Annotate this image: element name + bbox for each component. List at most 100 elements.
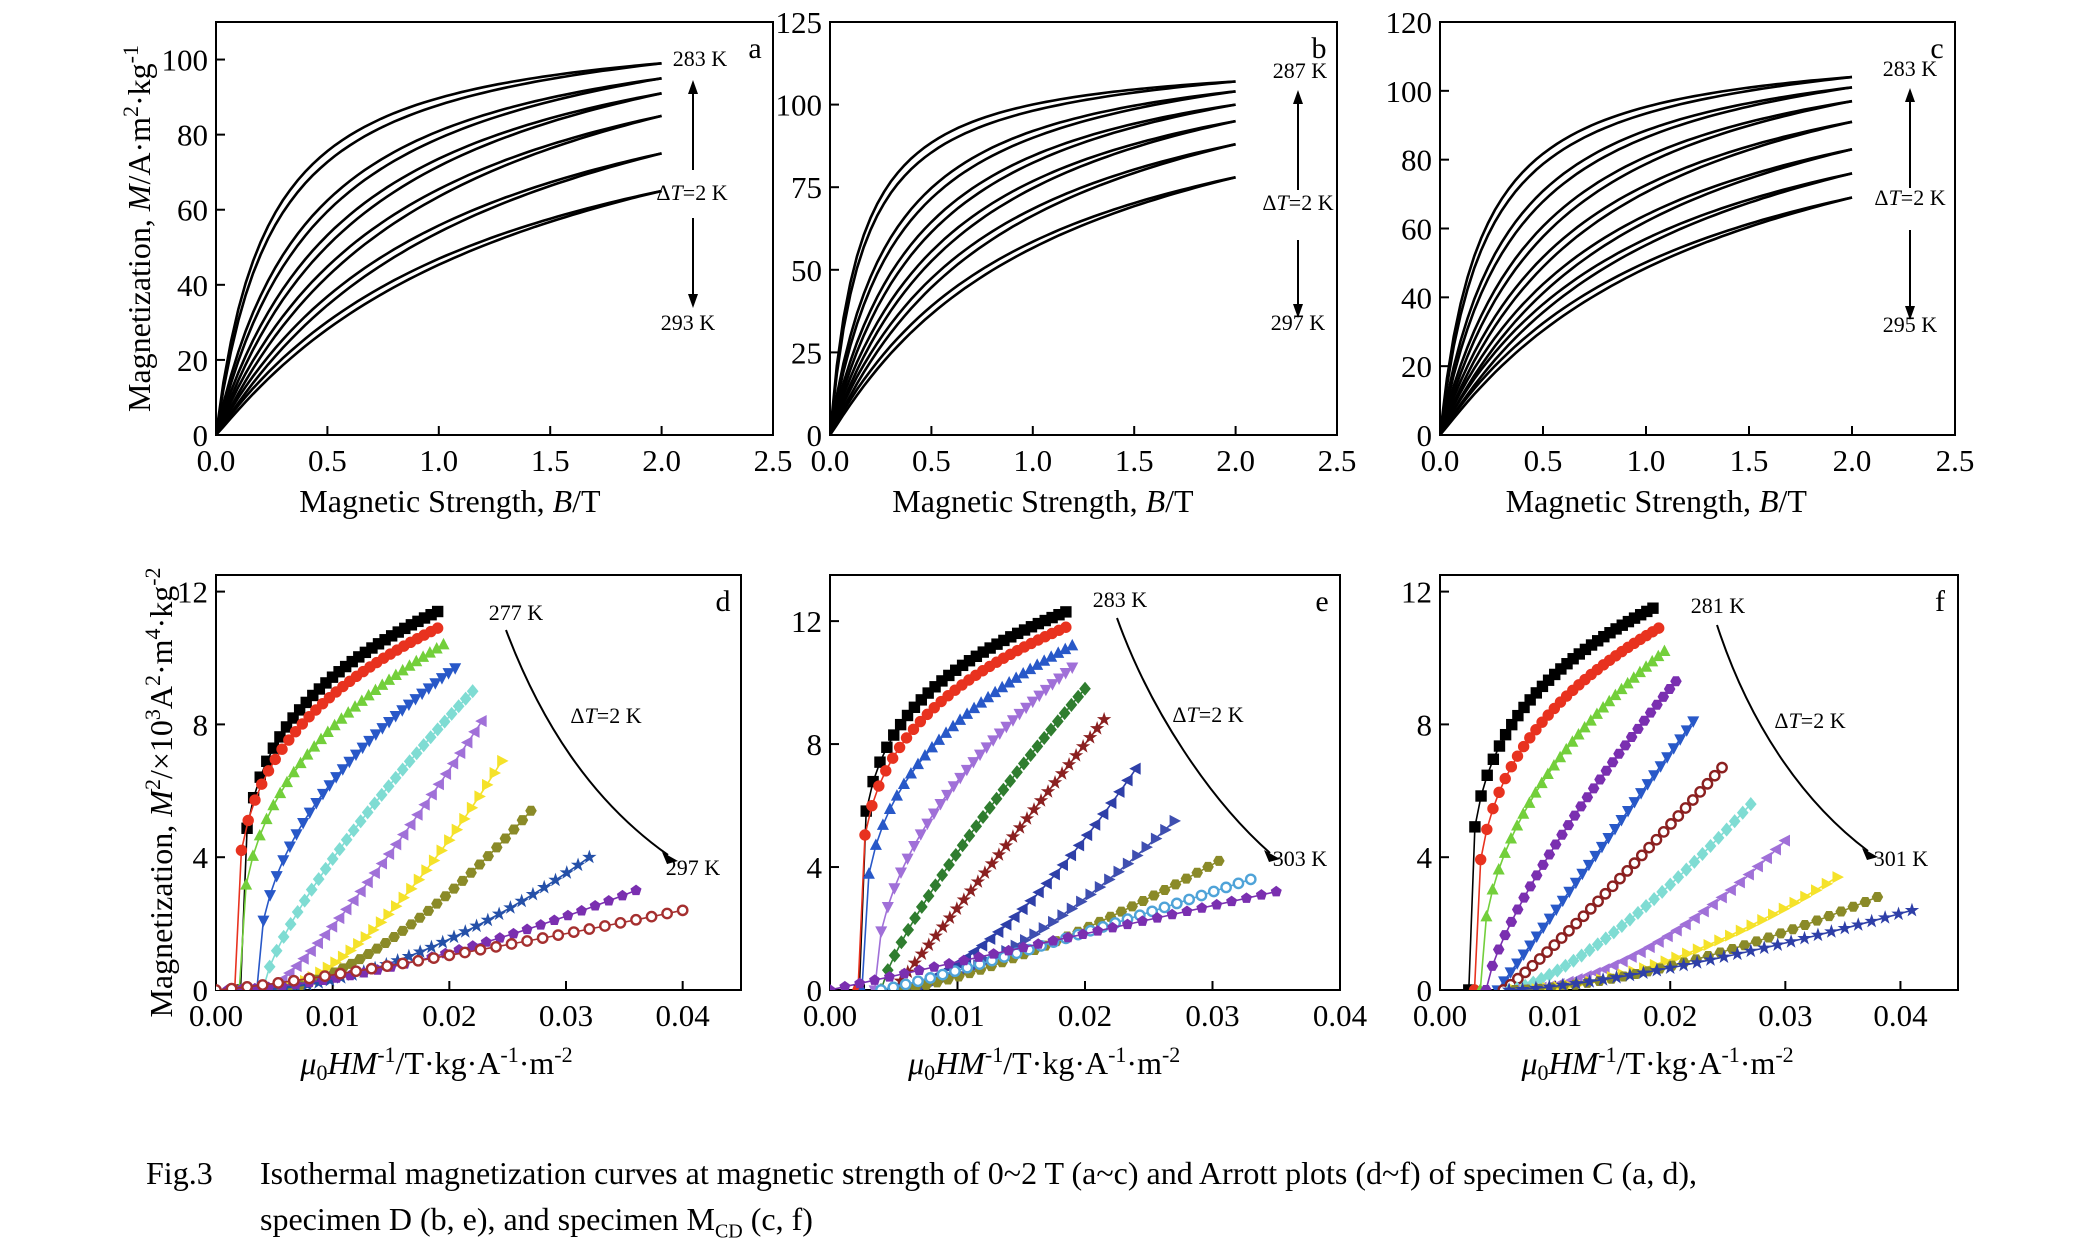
data-point [365,962,378,975]
data-point [256,979,269,990]
data-point [368,866,380,879]
data-point [1584,714,1597,726]
data-point [371,943,383,954]
data-point [1694,786,1707,798]
data-point [1132,849,1144,862]
y-tick-label: 0 [193,973,209,1008]
data-point [570,857,586,872]
data-point [287,712,299,724]
data-point [280,775,294,788]
data-point [1505,761,1518,773]
y-tick-label: 4 [1417,840,1433,875]
magnetization-curve-293K [830,119,1236,435]
data-point [1059,667,1072,680]
data-point [431,605,444,618]
magnetization-curve-293K [216,189,662,435]
data-point [1607,959,1619,972]
data-point [582,849,597,864]
data-point [1595,841,1608,854]
data-point [304,944,316,958]
data-point [929,681,941,693]
data-point [1543,913,1556,926]
data-point [925,740,939,753]
data-point [1768,908,1780,921]
data-point [947,781,960,793]
data-point [888,948,901,963]
data-point [1751,860,1763,873]
data-point [474,943,487,956]
y-tick-label: 0 [193,418,209,453]
data-point [459,691,472,706]
data-point [1667,743,1680,755]
data-point [1556,895,1569,908]
data-point [1735,924,1748,937]
data-point [909,911,921,926]
data-point [274,786,287,799]
magnetization-curve-285K [216,77,662,435]
data-point [311,937,323,950]
data-point [1730,946,1745,961]
data-point [1072,689,1085,704]
data-point [308,740,321,752]
magnetization-curve-295K [1440,196,1853,435]
data-point [1575,948,1588,963]
data-point [873,780,885,792]
data-point [497,754,509,767]
magnetization-curve-293K [1440,172,1853,435]
arrow-head-down [1293,304,1303,318]
y-tick-label: 8 [1417,707,1433,742]
data-point [893,741,906,754]
data-point [1661,752,1674,764]
data-point [303,711,315,723]
data-point [967,757,980,769]
data-point [313,683,326,695]
data-point [1627,671,1640,683]
data-point [1762,932,1775,943]
data-point [949,965,961,978]
data-point [1226,895,1238,907]
x-axis-label: μ0HM-1/T·kg·A-1·m-2 [1520,1042,1793,1085]
y-tick-label: 0 [1417,973,1433,1008]
caption-text-2-end: (c, f) [742,1201,813,1237]
data-point [1505,916,1518,927]
data-point [424,939,439,954]
data-point [474,790,486,803]
y-tick-label: 12 [1401,575,1432,610]
annotation-end-temp: 303 K [1273,846,1328,871]
data-point [1603,694,1616,707]
data-point [507,927,520,939]
data-point [1625,950,1637,963]
x-tick-label: 0.04 [656,998,711,1033]
data-point [262,765,275,777]
data-point [1859,896,1872,907]
x-tick-label: 1.5 [531,443,570,478]
data-point [1058,706,1071,721]
data-point [294,756,307,769]
data-point [241,981,253,990]
data-point [548,872,563,887]
data-point [1051,714,1064,729]
data-point [1835,906,1847,917]
data-point [396,762,409,777]
arrott-series-11 [1501,902,1920,990]
data-point [1038,730,1051,746]
y-tick-label: 4 [807,850,823,885]
data-point [1632,905,1644,920]
data-point [272,977,285,989]
data-point [918,748,932,761]
annotation-delta-t: ΔT=2 K [570,703,641,728]
data-point [934,798,947,811]
data-point [1536,716,1548,728]
data-point [862,867,875,879]
data-point [356,742,369,755]
data-point [1800,890,1812,903]
y-tick-label: 100 [1386,74,1433,109]
data-point [1270,885,1282,897]
data-point [276,743,288,755]
data-point [1706,898,1718,911]
data-point [388,932,400,943]
data-point [1597,701,1610,713]
magnetization-curve-291K [216,152,662,435]
annotation-start-temp: 277 K [489,600,544,625]
data-point [922,687,934,699]
